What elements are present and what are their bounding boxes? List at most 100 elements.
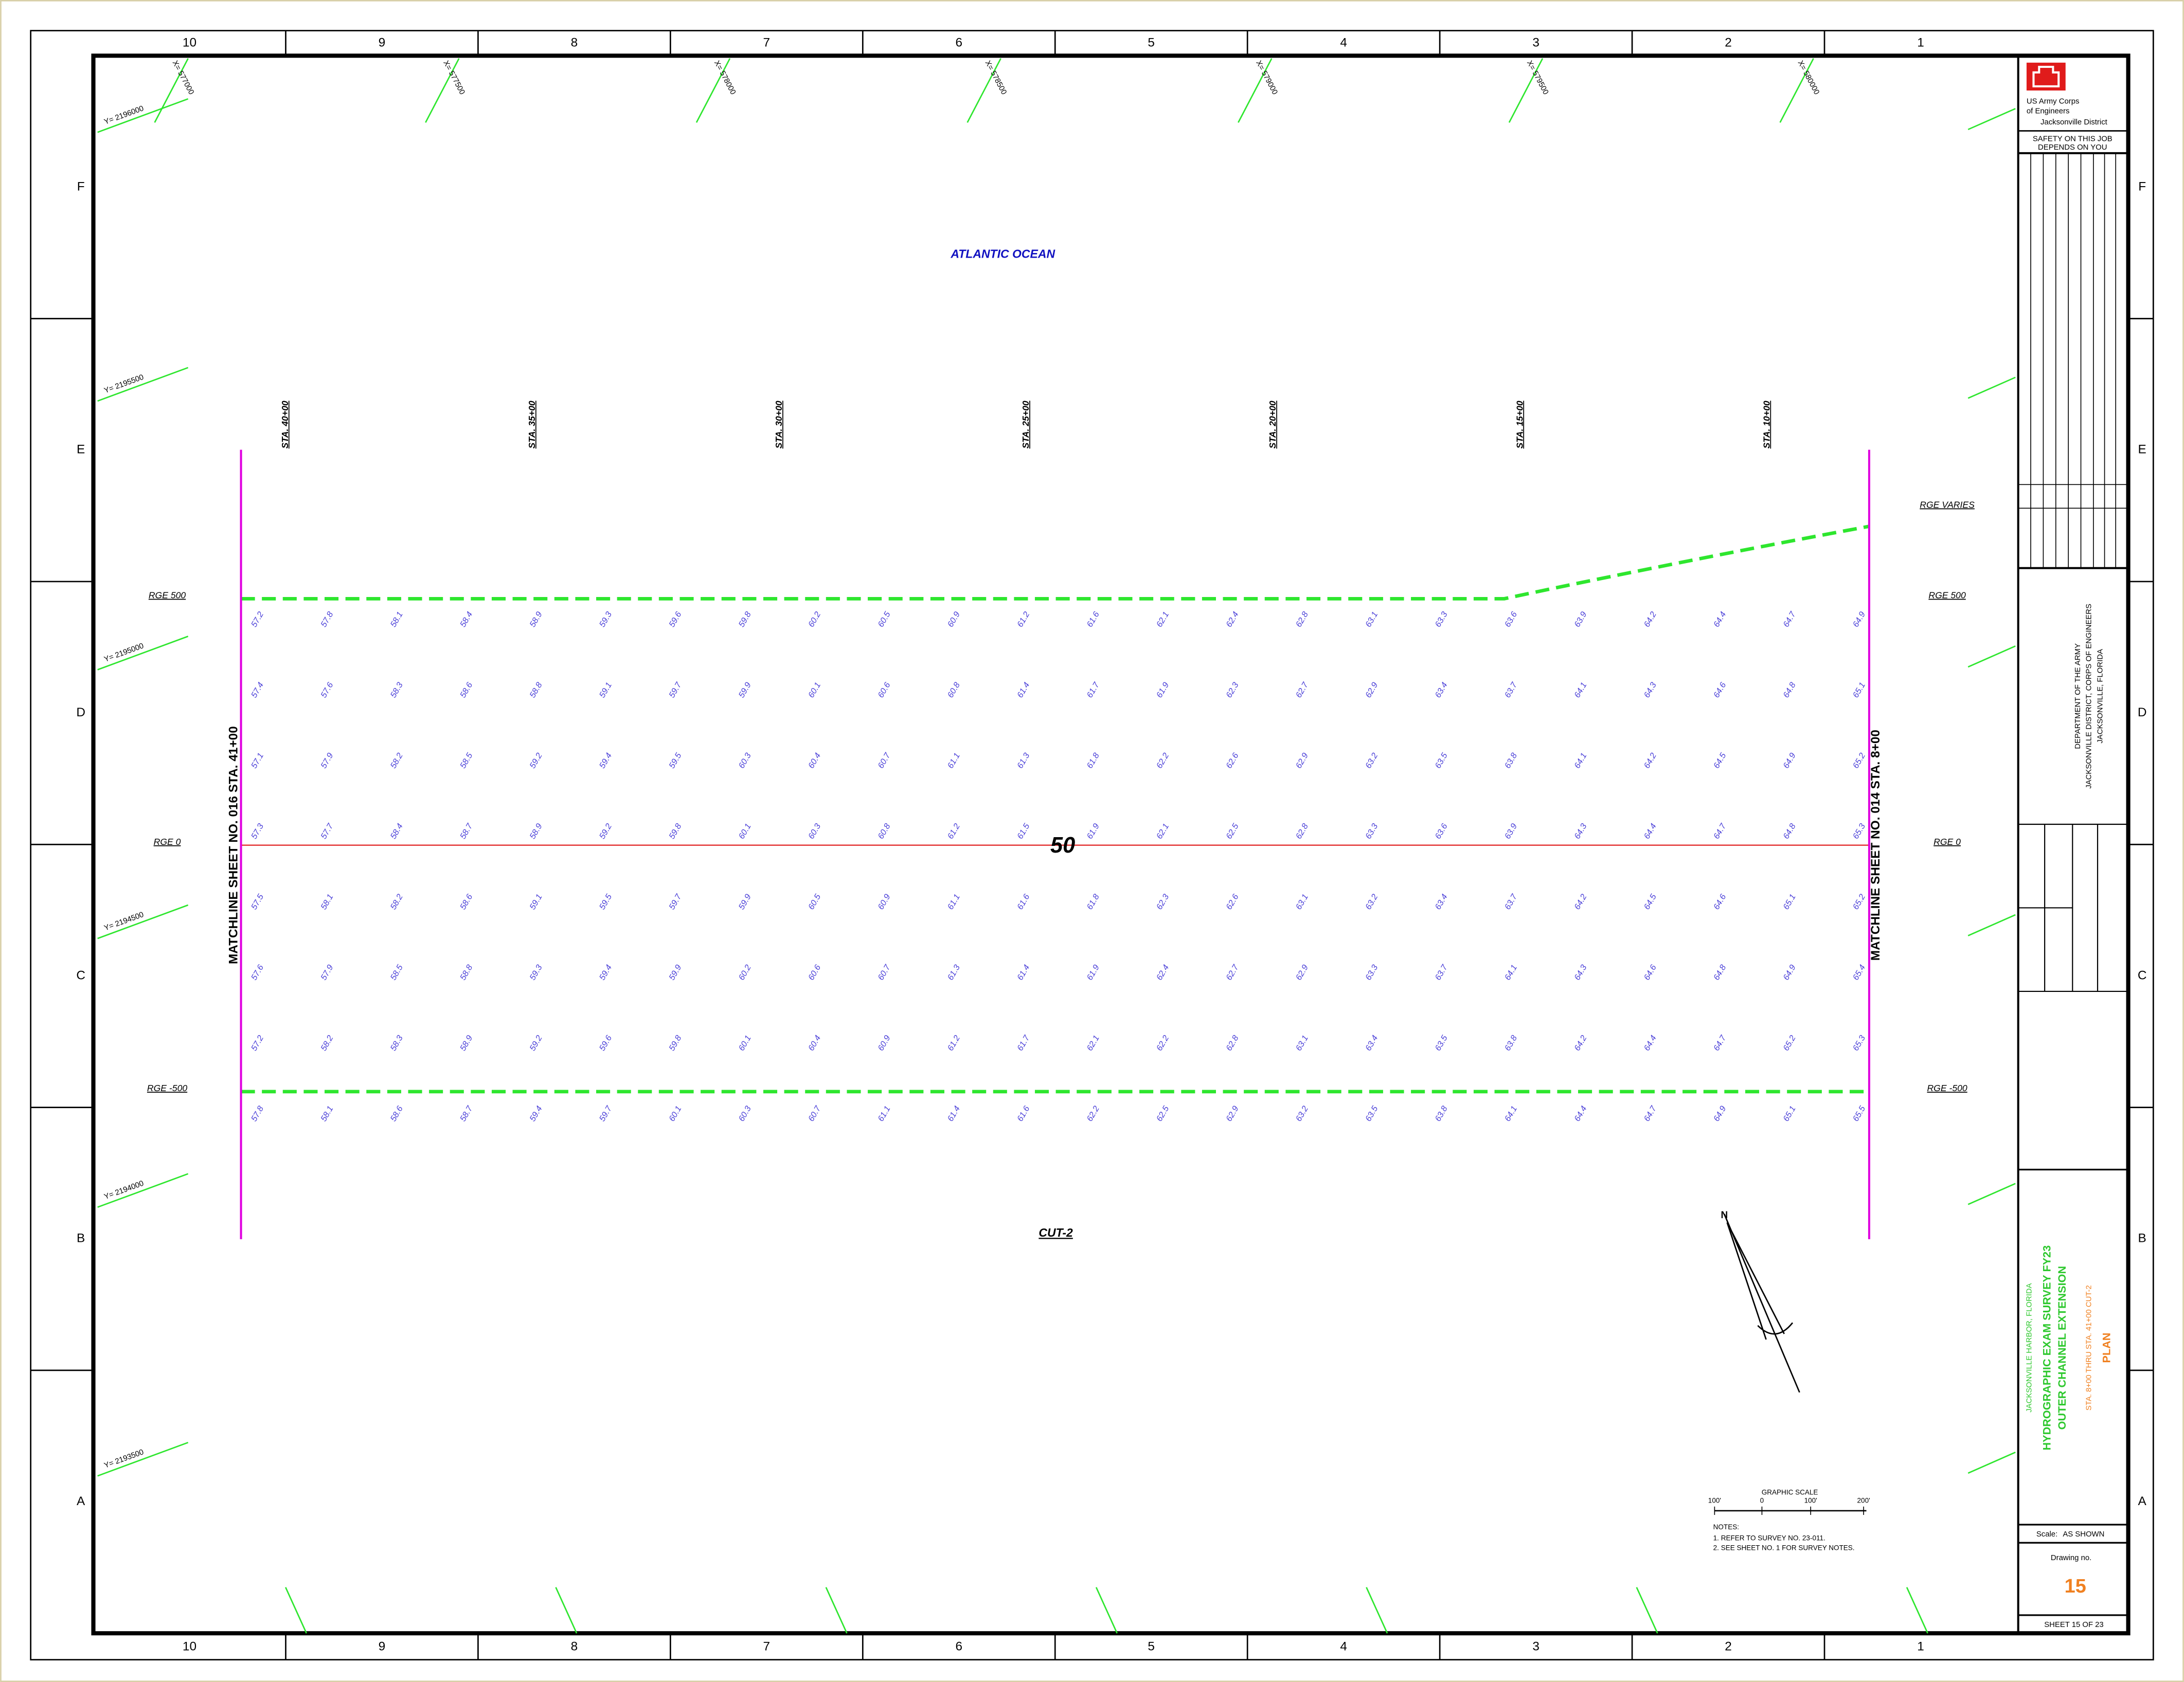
zones: 10 10 9 9 8 8 7 7 6 6 5 5 4 4 3 3 2 2 1 1 F F E E D D C C B B A A	[30, 30, 2154, 1660]
column-label: 4	[1340, 1640, 1347, 1654]
column-label: 6	[955, 1640, 962, 1654]
range-label: RGE VARIES	[1920, 500, 1975, 510]
grid-tick	[97, 636, 189, 671]
grid-tick	[966, 58, 1001, 123]
grid-tick	[1095, 1587, 1118, 1634]
grid-tick	[1779, 58, 1814, 123]
row-label: F	[77, 179, 85, 193]
drawing-label: Drawing no.	[2051, 1554, 2091, 1562]
scale-value: AS SHOWN	[2063, 1530, 2104, 1539]
graphic-scale: GRAPHIC SCALE NOTES: 1. REFER TO SURVEY …	[1708, 1488, 1870, 1551]
station-label: STA. 25+00	[1021, 401, 1031, 448]
project: JACKSONVILLE HARBOR, FLORIDA	[2025, 1283, 2033, 1412]
sheet-number: SHEET 15 OF 23	[2044, 1621, 2103, 1629]
station-label: STA. 35+00	[527, 401, 537, 448]
column-label: 2	[1725, 35, 1732, 49]
grid-tick	[97, 367, 189, 402]
channel-limit	[241, 525, 1870, 601]
note: 1. REFER TO SURVEY NO. 23-011.	[1713, 1534, 1825, 1542]
range-label: RGE 0	[154, 837, 181, 847]
row-label: D	[2138, 706, 2147, 719]
column-label: 4	[1340, 35, 1347, 49]
range-label: RGE 0	[1934, 837, 1961, 847]
agency: US Army Corps	[2027, 98, 2080, 106]
department: JACKSONVILLE, FLORIDA	[2096, 649, 2104, 744]
cut-label: CUT-2	[1039, 1226, 1073, 1239]
column-label: 10	[183, 35, 196, 49]
range-label: RGE 500	[1928, 590, 1966, 601]
title-block: US Army Corps of Engineers Jacksonville …	[2018, 62, 2128, 1629]
column-label: 2	[1725, 1640, 1732, 1654]
department: JACKSONVILLE DISTRICT, CORPS OF ENGINEER…	[2085, 604, 2093, 789]
grid-tick	[284, 1587, 308, 1634]
grid-tick	[1906, 1587, 1928, 1634]
column-label: 1	[1917, 1640, 1924, 1654]
station-label: STA. 40+00	[280, 401, 290, 448]
row-label: E	[2138, 443, 2146, 457]
grid-tick	[1967, 914, 2016, 936]
grid-tick	[97, 1173, 189, 1208]
agency: of Engineers	[2027, 107, 2070, 116]
note: 2. SEE SHEET NO. 1 FOR SURVEY NOTES.	[1713, 1544, 1855, 1552]
grid-tick	[1366, 1587, 1388, 1634]
range-label: RGE -500	[1927, 1083, 1967, 1093]
grid-tick	[97, 1441, 189, 1477]
grid-tick	[555, 1587, 578, 1634]
drawing-number: 15	[2065, 1576, 2086, 1597]
row-label: F	[2138, 179, 2146, 193]
grid-tick	[1636, 1587, 1658, 1634]
grid-tick	[154, 58, 189, 123]
column-label: 10	[183, 1640, 196, 1654]
matchline-label: MATCHLINE SHEET NO. 016 STA. 41+00	[226, 726, 240, 964]
revision-table	[2018, 153, 2128, 568]
column-label: 3	[1532, 1640, 1539, 1654]
grid-tick	[1967, 376, 2016, 399]
north-label: N	[1721, 1210, 1728, 1221]
row-label: C	[76, 968, 85, 982]
station-label: STA. 20+00	[1267, 401, 1278, 448]
grid-tick	[695, 58, 731, 123]
designer-block	[2018, 823, 2128, 992]
water-body: ATLANTIC OCEAN	[950, 247, 1055, 261]
grid-tick	[1967, 1451, 2016, 1474]
row-label: B	[77, 1232, 85, 1245]
row-label: D	[76, 706, 85, 719]
column-label: 9	[379, 1640, 386, 1654]
grid-tick	[1508, 58, 1544, 123]
scale-label: Scale:	[2036, 1530, 2057, 1539]
row-label: A	[77, 1494, 85, 1508]
grid-tick	[1238, 58, 1273, 123]
row-label: C	[2138, 968, 2147, 982]
safety: DEPENDS ON YOU	[2038, 143, 2107, 152]
row-label: E	[77, 443, 85, 457]
column-label: 6	[955, 35, 962, 49]
column-label: 8	[571, 35, 578, 49]
column-label: 8	[571, 1640, 578, 1654]
view-label: PLAN	[2100, 1333, 2113, 1363]
column-label: 3	[1532, 35, 1539, 49]
scale-tick-label: 0	[1760, 1497, 1764, 1505]
notes-title: NOTES:	[1713, 1523, 1739, 1531]
district: Jacksonville District	[2040, 118, 2108, 126]
station-label: STA. 30+00	[774, 401, 784, 448]
logo-castle	[2032, 65, 2060, 87]
grid-tick	[1967, 645, 2016, 668]
scale-tick-label: 200'	[1857, 1497, 1870, 1505]
grid-tick	[425, 58, 460, 123]
sheet-subtitle: STA. 8+00 THRU STA. 41+00 CUT-2	[2085, 1285, 2093, 1410]
scale-tick-label: 100'	[1708, 1497, 1721, 1505]
scale-tick-label: 100'	[1804, 1497, 1817, 1505]
sheet-title: HYDROGRAPHIC EXAM SURVEY FY23	[2040, 1245, 2053, 1451]
grid-tick	[1967, 107, 2016, 131]
range-label: RGE -500	[147, 1083, 187, 1093]
column-label: 9	[379, 35, 386, 49]
north-arrow	[1724, 1214, 1800, 1393]
grid-tick	[825, 1587, 848, 1634]
range-label: RGE 500	[149, 590, 186, 601]
department: DEPARTMENT OF THE ARMY	[2074, 643, 2082, 749]
depth-label: 50	[1050, 833, 1075, 858]
